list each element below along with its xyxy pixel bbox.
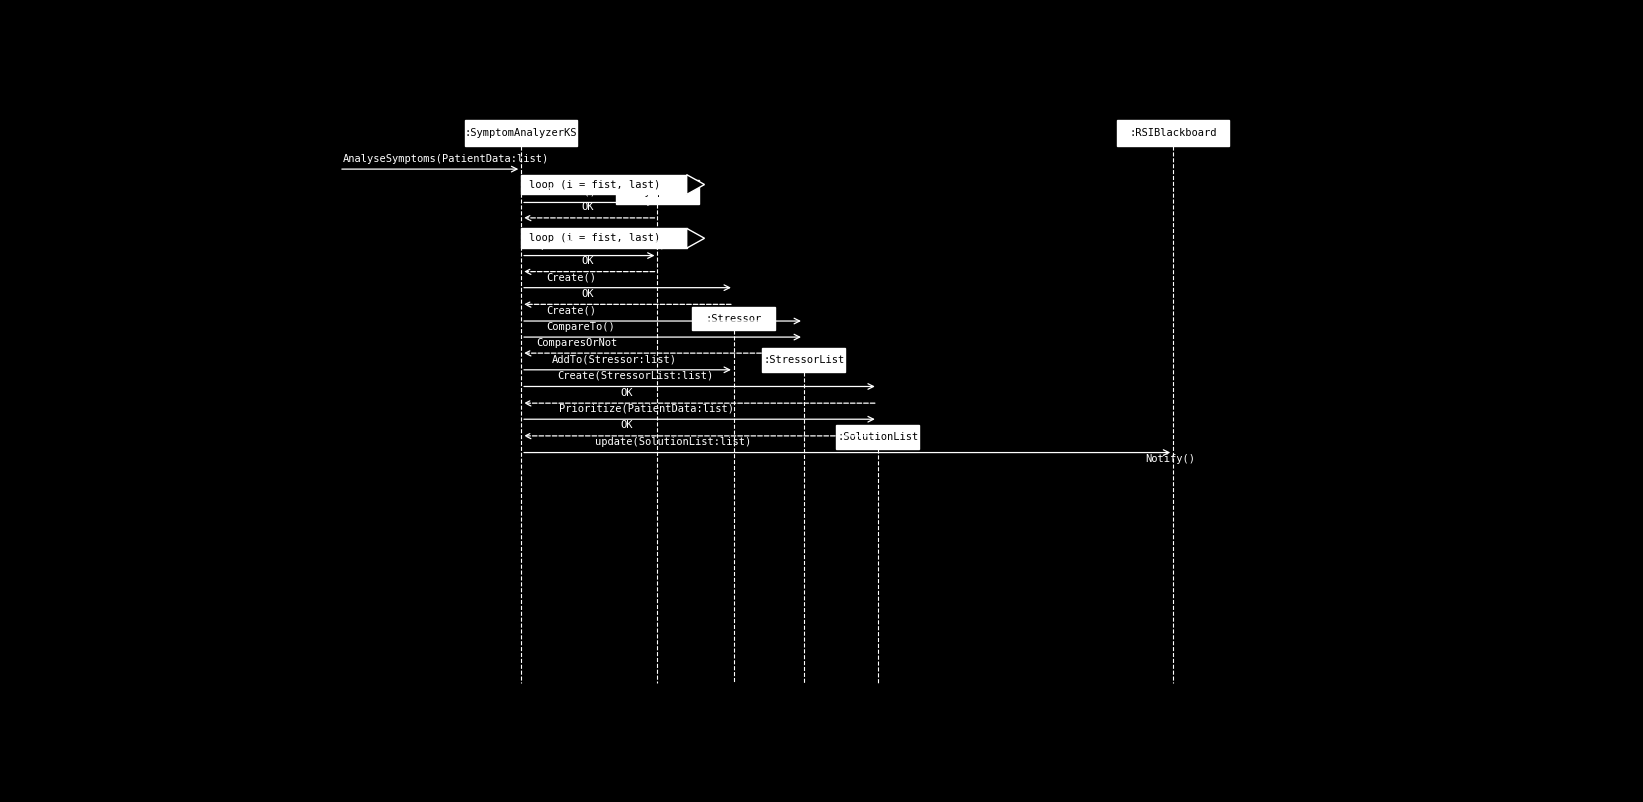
Text: Create(): Create() bbox=[547, 306, 596, 315]
Text: loop (i = fist, last): loop (i = fist, last) bbox=[529, 180, 660, 189]
Text: update(SolutionList:list): update(SolutionList:list) bbox=[595, 437, 751, 447]
Text: OK: OK bbox=[582, 289, 593, 299]
FancyBboxPatch shape bbox=[836, 425, 918, 449]
Text: AnalyseSymptoms(PatientData:list): AnalyseSymptoms(PatientData:list) bbox=[343, 153, 549, 164]
FancyBboxPatch shape bbox=[1117, 119, 1229, 146]
Text: OK: OK bbox=[582, 202, 593, 213]
FancyBboxPatch shape bbox=[616, 180, 698, 204]
Text: CompareToStressorData(): CompareToStressorData() bbox=[522, 240, 665, 250]
Text: Notify(): Notify() bbox=[1145, 454, 1194, 464]
FancyBboxPatch shape bbox=[521, 229, 687, 248]
Text: OK: OK bbox=[582, 256, 593, 266]
Text: Prioritize(PatientData:list): Prioritize(PatientData:list) bbox=[559, 403, 734, 414]
FancyBboxPatch shape bbox=[465, 119, 577, 146]
Text: :Stressor: :Stressor bbox=[706, 314, 762, 323]
Polygon shape bbox=[687, 229, 705, 248]
Text: CompareTo(): CompareTo() bbox=[547, 322, 616, 331]
FancyBboxPatch shape bbox=[762, 348, 845, 371]
Text: OK: OK bbox=[621, 420, 633, 431]
Text: :RSIBlackboard: :RSIBlackboard bbox=[1129, 128, 1217, 138]
Polygon shape bbox=[687, 175, 705, 194]
Text: :Symptom: :Symptom bbox=[633, 187, 682, 197]
Text: Create(): Create() bbox=[547, 187, 596, 197]
Text: ComparesOrNot: ComparesOrNot bbox=[536, 338, 618, 347]
FancyBboxPatch shape bbox=[521, 175, 687, 194]
Text: OK: OK bbox=[621, 387, 633, 398]
Text: :StressorList: :StressorList bbox=[764, 355, 845, 365]
Text: AddTo(Stressor:list): AddTo(Stressor:list) bbox=[552, 354, 677, 364]
Text: :SymptomAnalyzerKS: :SymptomAnalyzerKS bbox=[465, 128, 577, 138]
Text: Create(StressorList:list): Create(StressorList:list) bbox=[557, 371, 713, 381]
FancyBboxPatch shape bbox=[692, 307, 775, 330]
Text: :SolutionList: :SolutionList bbox=[836, 432, 918, 442]
Text: Create(): Create() bbox=[547, 272, 596, 282]
Text: loop (i = fist, last): loop (i = fist, last) bbox=[529, 233, 660, 243]
